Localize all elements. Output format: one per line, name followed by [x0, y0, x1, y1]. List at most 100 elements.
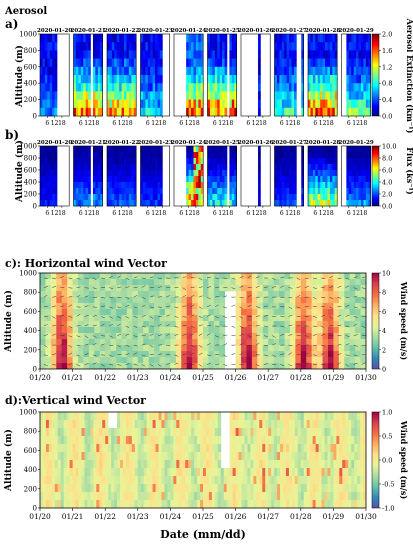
wind-cell [99, 315, 106, 322]
heatmap-cell [329, 42, 333, 51]
panel-b-cbar-tick-label: 4.0 [382, 179, 392, 187]
wind-cell [96, 436, 100, 445]
wind-cell [126, 363, 133, 369]
heatmap-cell [193, 170, 197, 177]
heatmap-cell [274, 200, 278, 207]
wind-cell [116, 351, 122, 358]
wind-cell [137, 315, 144, 322]
heatmap-cell [234, 107, 237, 117]
wind-cell [102, 484, 106, 493]
heatmap-cell [214, 194, 218, 201]
heatmap-cell [360, 58, 364, 68]
wind-cell [51, 476, 56, 485]
wind-cell [78, 297, 84, 304]
heatmap-cell [327, 176, 331, 183]
wind-cell [208, 484, 213, 493]
heatmap-cell [198, 158, 202, 165]
heatmap-cell [142, 164, 146, 171]
wind-arrow [125, 296, 130, 299]
heatmap-cell [80, 66, 84, 76]
wind-cell [140, 484, 145, 493]
heatmap-cell [116, 42, 120, 51]
heatmap-cell [54, 176, 58, 183]
heatmap-cell [131, 99, 135, 109]
wind-cell [338, 297, 345, 304]
wind-cell [137, 285, 144, 292]
wind-cell [295, 333, 302, 340]
wind-cell [268, 297, 275, 304]
wind-cell [197, 273, 204, 280]
heatmap-cell [312, 146, 316, 153]
wind-cell [63, 420, 68, 429]
wind-cell [220, 500, 225, 508]
wind-cell [54, 436, 59, 445]
panel-d-y-tick-label: 400 [24, 466, 37, 474]
wind-cell [253, 452, 257, 461]
heatmap-cell [44, 146, 48, 153]
wind-cell [110, 333, 117, 340]
heatmap-cell [281, 188, 285, 195]
heatmap-cell [365, 170, 369, 177]
wind-cell [235, 357, 242, 364]
heatmap-cell [234, 75, 237, 84]
heatmap-cell [356, 158, 359, 165]
wind-cell [54, 484, 59, 493]
wind-cell [360, 303, 366, 310]
heatmap-cell [140, 170, 144, 177]
heatmap-cell [124, 99, 127, 109]
wind-cell [283, 444, 287, 453]
heatmap-cell [88, 107, 91, 117]
wind-cell [50, 345, 57, 352]
wind-arrow [133, 344, 138, 347]
wind-cell [205, 484, 210, 493]
wind-cell [271, 460, 275, 469]
wind-cell [94, 273, 101, 280]
heatmap-cell [312, 188, 316, 195]
heatmap-cell [334, 107, 338, 117]
wind-cell [294, 492, 299, 501]
wind-cell [342, 492, 346, 501]
wind-cell [148, 297, 155, 304]
heatmap-cell [214, 58, 218, 68]
wind-cell [60, 492, 65, 501]
wind-cell [238, 428, 242, 437]
wind-cell [197, 315, 204, 322]
day-tick-label: 12 [185, 120, 193, 127]
wind-cell [344, 321, 351, 328]
wind-cell [134, 476, 139, 485]
wind-cell [339, 500, 343, 508]
wind-cell [333, 273, 340, 280]
day-tick-label: 6 [280, 120, 284, 127]
heatmap-cell [155, 182, 158, 189]
heatmap-cell [54, 146, 58, 153]
heatmap-cell [131, 158, 135, 165]
heatmap-cell [279, 170, 283, 177]
heatmap-cell [209, 66, 213, 76]
wind-cell [247, 476, 251, 485]
wind-cell [300, 444, 305, 453]
heatmap-cell [150, 194, 153, 201]
heatmap-cell [325, 176, 328, 183]
wind-cell [96, 428, 100, 437]
wind-cell [277, 468, 281, 477]
heatmap-cell [49, 75, 53, 84]
heatmap-cell [312, 99, 316, 109]
heatmap-cell [281, 170, 285, 177]
wind-cell [170, 468, 174, 477]
heatmap-cell [128, 91, 132, 100]
wind-cell [327, 484, 331, 493]
wind-cell [42, 444, 47, 453]
wind-cell [110, 327, 117, 334]
heatmap-cell [198, 99, 202, 109]
day-tick-label: 12 [84, 210, 92, 217]
heatmap-cell [195, 107, 199, 117]
wind-cell [309, 436, 314, 445]
wind-cell [185, 452, 189, 461]
heatmap-cell [44, 176, 48, 183]
wind-cell [93, 444, 97, 453]
day-title: 2020-01-25 [205, 140, 240, 146]
heatmap-cell [107, 188, 110, 195]
wind-cell [344, 315, 351, 322]
heatmap-cell [276, 188, 280, 195]
heatmap-cell [52, 99, 55, 109]
